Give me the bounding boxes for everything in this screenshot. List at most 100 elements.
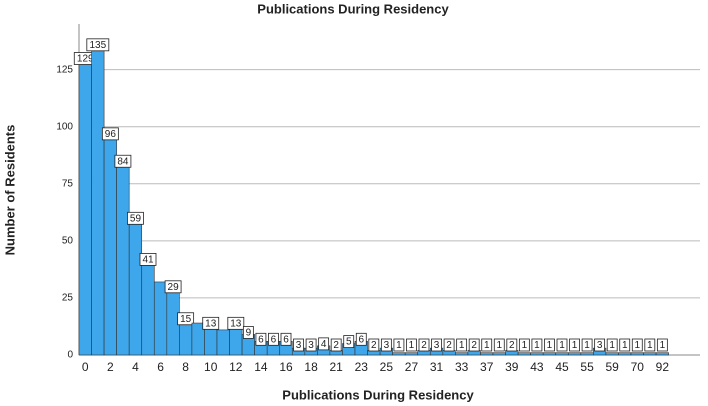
x-tick-label: 10 (204, 360, 218, 374)
value-label: 1 (547, 340, 553, 351)
bar (567, 352, 582, 356)
value-label: 1 (622, 340, 628, 351)
value-label-box (406, 338, 417, 352)
value-label: 1 (409, 340, 415, 351)
value-label: 1 (484, 340, 490, 351)
x-tick-label: 6 (157, 360, 164, 374)
value-label: 3 (308, 340, 314, 351)
bar (630, 352, 644, 356)
x-tick-label: 12 (229, 360, 243, 374)
value-label-box (330, 338, 342, 352)
value-label: 9 (246, 328, 252, 339)
value-label: 1 (534, 340, 540, 351)
x-tick-label: 4 (132, 360, 139, 374)
value-label-box (202, 316, 220, 330)
value-label: 2 (509, 340, 515, 351)
bar (580, 352, 594, 356)
x-tick-label: 43 (530, 360, 544, 374)
value-label: 2 (371, 340, 377, 351)
x-tick-label: 8 (182, 360, 189, 374)
value-label: 15 (180, 314, 192, 325)
y-tick-label: 50 (62, 236, 74, 247)
value-label-box (619, 338, 631, 352)
bar (480, 352, 494, 356)
x-tick-label: 0 (82, 360, 89, 374)
value-label: 84 (117, 156, 129, 167)
value-label-box (443, 338, 455, 352)
value-label: 1 (572, 340, 578, 351)
value-label-box (127, 211, 144, 225)
value-label: 4 (321, 339, 327, 350)
y-axis-title: Number of Residents (2, 125, 17, 256)
value-label-box (318, 337, 330, 351)
x-tick-label: 21 (330, 360, 344, 374)
bar (229, 325, 243, 356)
value-label-box (456, 338, 468, 352)
value-label: 13 (205, 318, 217, 329)
value-label-box (139, 253, 157, 266)
chart-title: Publications During Residency (257, 1, 449, 16)
value-label: 129 (77, 54, 94, 65)
bar (555, 352, 569, 356)
value-label-box (293, 338, 304, 352)
value-label-box (242, 326, 254, 339)
x-tick-label: 92 (656, 360, 670, 374)
y-tick-label: 100 (56, 121, 73, 132)
value-label-box (164, 280, 182, 294)
value-label: 96 (105, 129, 117, 140)
x-tick-label: 27 (405, 360, 419, 374)
value-label: 1 (559, 340, 565, 351)
value-label: 2 (471, 340, 477, 351)
y-tick-label: 125 (56, 64, 73, 75)
x-tick-label: 25 (380, 360, 394, 374)
value-label-box (368, 338, 380, 352)
value-label: 1 (459, 340, 465, 351)
value-label: 1 (609, 340, 615, 351)
bar (103, 135, 117, 356)
value-label-box (227, 316, 245, 330)
y-tick-label: 0 (67, 350, 73, 361)
value-label: 1 (496, 340, 502, 351)
value-label: 6 (358, 334, 364, 345)
x-tick-label: 59 (606, 360, 620, 374)
bar (455, 352, 469, 356)
x-tick-label: 31 (430, 360, 444, 374)
bar (530, 352, 544, 356)
value-label: 2 (421, 340, 427, 351)
value-label-box (518, 338, 530, 352)
x-tick-label: 14 (254, 360, 268, 374)
value-label-box (656, 338, 668, 352)
y-tick-label: 75 (62, 178, 74, 189)
x-tick-label: 39 (505, 360, 519, 374)
value-label-box (280, 332, 292, 346)
value-label: 3 (384, 340, 390, 351)
value-label-box (544, 338, 555, 352)
value-label: 2 (446, 340, 452, 351)
value-label: 29 (168, 282, 180, 293)
value-label: 3 (597, 340, 603, 351)
value-label: 1 (396, 340, 402, 351)
bar (78, 60, 92, 356)
bar (542, 352, 557, 356)
value-label: 3 (296, 340, 302, 351)
x-axis-title: Publications During Residency (282, 387, 474, 402)
value-label: 1 (634, 340, 640, 351)
value-label-box (468, 338, 480, 352)
value-label: 13 (230, 318, 242, 329)
value-label-box (86, 38, 110, 52)
value-label-box (594, 338, 606, 352)
value-label-box (355, 332, 367, 346)
y-tick-label: 25 (62, 293, 74, 304)
value-label: 59 (130, 213, 142, 224)
bar (91, 46, 105, 356)
value-label-box (343, 335, 355, 348)
bar (404, 352, 419, 356)
value-label-box (255, 332, 267, 346)
x-tick-label: 33 (455, 360, 469, 374)
bar (204, 325, 218, 356)
bar (141, 261, 155, 356)
bar (216, 329, 230, 356)
value-label-box (481, 338, 493, 352)
x-tick-label: 2 (107, 360, 114, 374)
